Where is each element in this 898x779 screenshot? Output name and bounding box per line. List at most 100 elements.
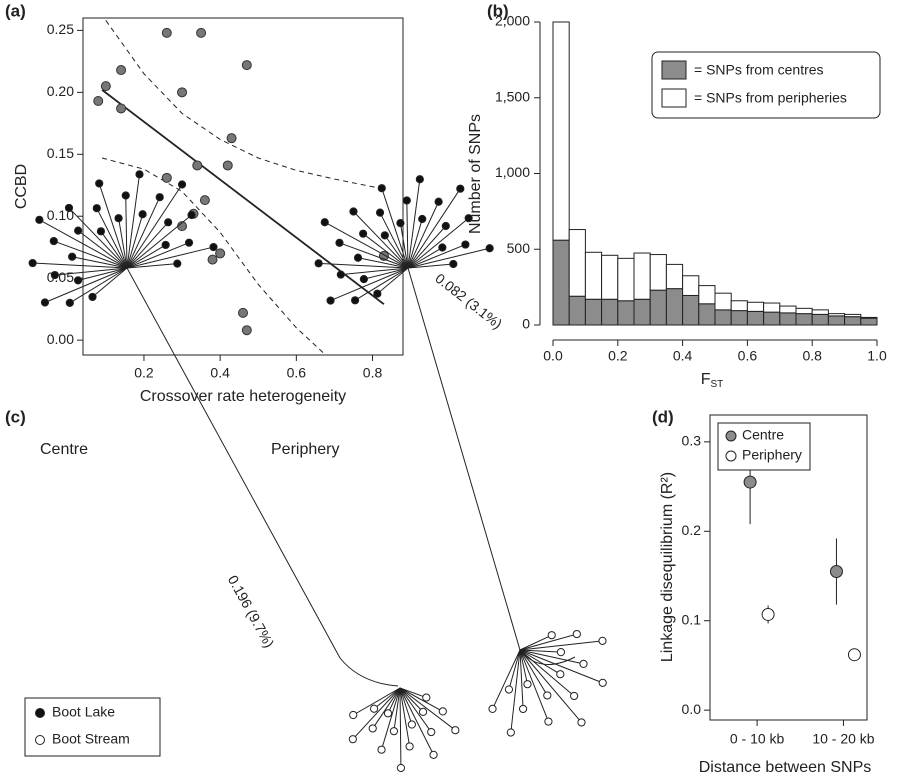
bar xyxy=(860,316,878,319)
legend-marker xyxy=(725,430,737,442)
bar xyxy=(617,257,635,302)
leaf xyxy=(383,709,393,718)
leaf xyxy=(572,629,581,639)
y-tick-label: 1,500 xyxy=(495,88,530,104)
point xyxy=(226,133,237,144)
x-tick-label: 0.6 xyxy=(738,348,758,364)
bar xyxy=(698,285,716,305)
branch xyxy=(519,649,582,723)
point xyxy=(196,27,207,38)
point xyxy=(116,65,127,76)
branch xyxy=(399,687,456,731)
branch xyxy=(406,200,409,269)
branch xyxy=(126,221,169,269)
branch xyxy=(39,219,128,269)
bar xyxy=(844,313,862,318)
leaf xyxy=(579,659,588,668)
bar xyxy=(730,310,748,326)
branch xyxy=(98,183,128,269)
bar xyxy=(584,298,603,326)
branch xyxy=(373,687,401,710)
branch xyxy=(384,235,409,269)
bar xyxy=(552,239,570,326)
legend-marker xyxy=(35,735,45,745)
branch xyxy=(318,262,409,269)
bar xyxy=(601,298,619,326)
bar xyxy=(746,310,765,326)
legend-swatch xyxy=(661,60,687,80)
branch xyxy=(407,263,454,269)
branch xyxy=(340,267,409,276)
x-axis-label: FST xyxy=(701,371,724,389)
branch xyxy=(44,267,128,303)
point xyxy=(222,160,233,171)
leaf xyxy=(461,240,470,249)
branch xyxy=(519,649,603,684)
leaf xyxy=(173,259,182,268)
leaf xyxy=(556,648,566,657)
branch-label: 0.082 (3.1%) xyxy=(432,270,505,332)
panel-label: (a) xyxy=(5,1,26,20)
bar xyxy=(795,313,813,326)
plot-frame xyxy=(709,414,868,721)
branch xyxy=(379,212,409,269)
branch xyxy=(519,649,561,675)
branch xyxy=(126,174,140,269)
legend-marker xyxy=(725,450,737,462)
leaf xyxy=(429,750,438,759)
leaf xyxy=(598,636,607,645)
leaf xyxy=(506,728,515,737)
panel-label: (b) xyxy=(487,1,509,20)
branch xyxy=(357,257,409,269)
bar xyxy=(633,252,651,300)
x-tick-label: 0.8 xyxy=(802,348,822,364)
leaf xyxy=(598,678,607,687)
point xyxy=(761,607,775,621)
branch xyxy=(407,218,423,269)
x-axis-label: Distance between SNPs xyxy=(699,759,872,776)
branch xyxy=(32,262,128,269)
bar xyxy=(649,254,667,291)
leaf xyxy=(434,197,443,206)
y-tick-label: 0.0 xyxy=(682,701,702,717)
leaf xyxy=(449,259,458,269)
point xyxy=(93,96,104,107)
y-tick-label: 0.05 xyxy=(47,269,74,285)
branch xyxy=(519,640,603,651)
branch xyxy=(407,179,421,269)
branch xyxy=(126,184,183,269)
branch xyxy=(399,687,444,712)
y-tick-label: 2,000 xyxy=(495,13,530,29)
bar xyxy=(649,289,667,326)
leaf xyxy=(326,296,335,305)
leaf xyxy=(518,704,528,714)
leaf xyxy=(543,691,552,700)
leaf xyxy=(369,704,379,713)
point xyxy=(743,475,757,489)
panel-label: (d) xyxy=(652,407,674,426)
leaf xyxy=(377,745,386,754)
leaf xyxy=(359,229,368,238)
leaf xyxy=(396,219,405,228)
x-tick-label: 1.0 xyxy=(867,348,887,364)
branch xyxy=(399,223,409,269)
leaf xyxy=(359,275,368,284)
point xyxy=(199,195,210,206)
bar xyxy=(682,275,700,296)
legend-marker xyxy=(35,708,45,718)
branch xyxy=(363,267,409,280)
bar xyxy=(682,294,700,326)
leaf xyxy=(177,180,187,189)
branch xyxy=(362,233,409,269)
branch xyxy=(330,267,409,302)
legend-box xyxy=(717,422,811,471)
y-tick-label: 0 xyxy=(522,316,530,332)
bar xyxy=(763,302,781,313)
branch xyxy=(399,687,427,699)
leaf xyxy=(135,170,144,179)
leaf xyxy=(451,726,460,735)
leaf xyxy=(335,238,344,247)
y-axis-label: Number of SNPs xyxy=(467,114,484,234)
leaf xyxy=(28,258,37,268)
